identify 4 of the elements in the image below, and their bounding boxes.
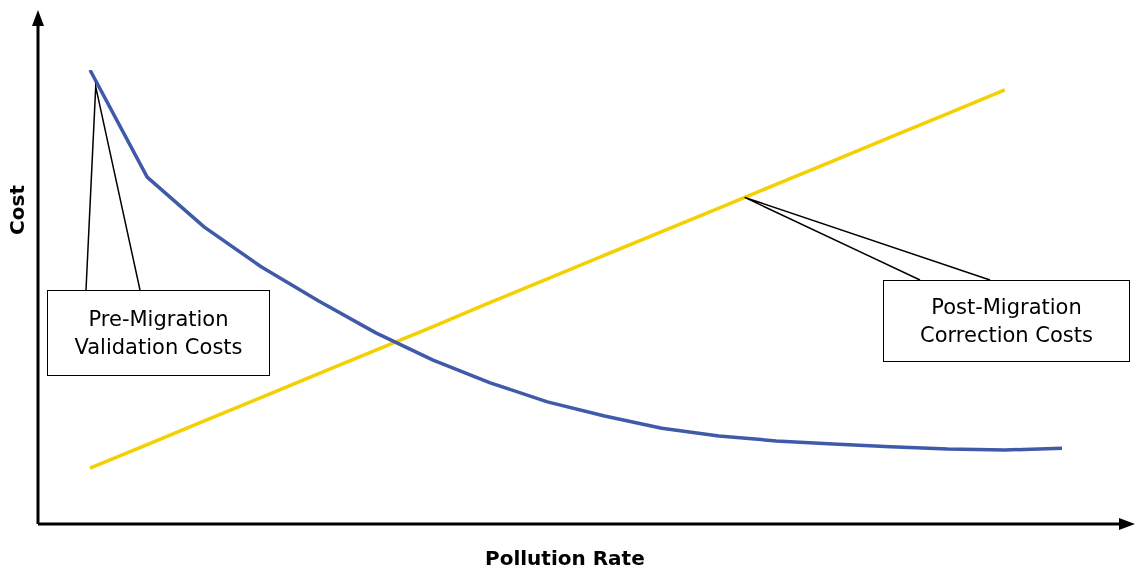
callout-box: Pre-Migration Validation Costs	[47, 290, 270, 376]
y-axis-title: Cost	[4, 185, 29, 235]
callout-box: Post-Migration Correction Costs	[883, 280, 1130, 362]
x-axis-title: Pollution Rate	[485, 546, 645, 570]
